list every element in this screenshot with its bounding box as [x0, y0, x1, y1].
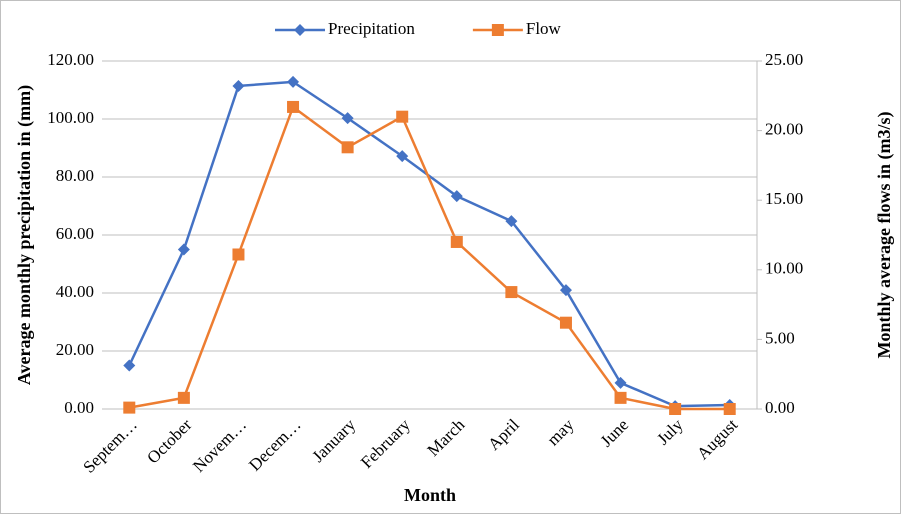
y-tick-label: 120.00 — [47, 50, 94, 69]
legend-label: Precipitation — [328, 19, 415, 38]
legend-label: Flow — [526, 19, 562, 38]
marker — [505, 215, 518, 228]
marker — [396, 110, 409, 123]
y2-tick-label: 15.00 — [765, 189, 803, 208]
marker — [614, 391, 627, 404]
marker — [614, 376, 627, 389]
y-tick-label: 100.00 — [47, 108, 94, 127]
marker — [341, 112, 354, 125]
series-line — [129, 104, 730, 411]
marker — [177, 243, 190, 256]
x-axis-label: Month — [404, 485, 456, 505]
marker — [505, 286, 518, 299]
series-line — [128, 80, 730, 408]
marker — [123, 401, 136, 414]
marker — [123, 359, 136, 372]
marker — [559, 316, 572, 329]
marker — [232, 248, 245, 261]
legend-marker — [491, 24, 504, 36]
marker — [287, 75, 300, 88]
y2-tick-label: 10.00 — [765, 259, 803, 278]
y-axis-label: Average monthly precipitation in (mm) — [14, 85, 35, 385]
y-tick-label: 20.00 — [56, 340, 94, 359]
y2-tick-label: 25.00 — [765, 50, 803, 69]
marker — [287, 100, 300, 113]
marker — [396, 150, 409, 163]
marker — [450, 235, 463, 248]
marker — [232, 79, 245, 92]
marker — [559, 284, 572, 297]
y2-tick-label: 20.00 — [765, 120, 803, 139]
marker — [341, 141, 354, 154]
y-tick-label: 60.00 — [56, 224, 94, 243]
marker — [723, 403, 736, 415]
y2-tick-label: 5.00 — [765, 328, 795, 347]
y-tick-label: 40.00 — [56, 282, 94, 301]
marker — [669, 403, 682, 415]
y-tick-label: 80.00 — [56, 166, 94, 185]
y-tick-label: 0.00 — [64, 398, 94, 417]
marker — [177, 391, 190, 404]
legend-marker — [294, 24, 306, 36]
marker — [450, 190, 463, 203]
y2-axis-label: Monthly average flows in (m3/s) — [874, 112, 895, 359]
y2-tick-label: 0.00 — [765, 398, 795, 417]
